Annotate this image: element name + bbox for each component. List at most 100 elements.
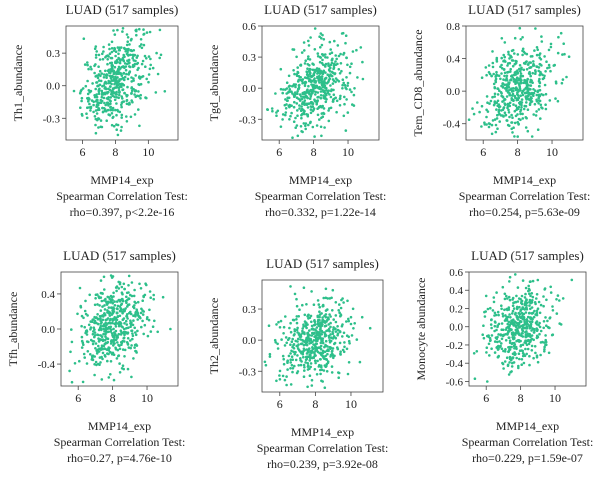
x-axis-label: MMP14_exp — [496, 419, 559, 433]
data-point — [511, 356, 514, 360]
data-point — [304, 355, 308, 359]
data-point — [345, 320, 348, 323]
data-point — [109, 105, 112, 109]
data-point — [323, 126, 326, 129]
data-point — [112, 378, 116, 382]
data-point — [516, 69, 519, 72]
data-point — [535, 65, 538, 68]
data-point — [507, 81, 510, 84]
data-point — [108, 74, 112, 78]
data-point — [339, 306, 343, 310]
data-point — [542, 295, 545, 298]
data-point — [485, 123, 488, 126]
data-point — [140, 325, 143, 329]
data-point — [518, 67, 521, 71]
data-point — [508, 61, 512, 65]
data-point — [126, 40, 129, 43]
data-point — [487, 342, 491, 346]
data-point — [266, 108, 269, 111]
data-point — [330, 350, 334, 353]
data-point — [101, 110, 105, 113]
data-point — [507, 295, 511, 299]
data-point — [347, 361, 351, 364]
data-point — [521, 47, 525, 51]
data-point — [106, 359, 109, 363]
data-point — [319, 72, 323, 75]
data-point — [107, 325, 111, 329]
data-point — [320, 75, 324, 78]
data-point — [303, 320, 307, 323]
data-point — [489, 99, 493, 103]
data-point — [304, 361, 307, 364]
data-point — [288, 104, 292, 107]
data-point — [95, 98, 99, 102]
data-point — [508, 115, 511, 119]
data-point — [511, 87, 515, 90]
data-point — [546, 325, 550, 329]
data-point — [515, 294, 518, 298]
data-point — [89, 353, 92, 356]
data-point — [319, 46, 322, 49]
data-point — [505, 119, 509, 122]
data-point — [330, 371, 334, 374]
data-point — [532, 60, 535, 63]
data-point — [110, 313, 114, 316]
data-point — [141, 59, 145, 63]
data-point — [319, 94, 323, 97]
data-point — [514, 59, 517, 63]
data-point — [513, 36, 517, 40]
data-point — [555, 312, 559, 315]
data-point — [486, 110, 490, 113]
data-point — [360, 315, 364, 319]
data-point — [535, 100, 539, 103]
data-point — [533, 309, 536, 313]
data-point — [351, 307, 355, 311]
data-point — [68, 369, 71, 373]
data-point — [325, 318, 329, 322]
x-tick-label: 8 — [112, 145, 118, 159]
data-point — [528, 320, 532, 324]
data-point — [528, 324, 532, 328]
data-point — [275, 114, 278, 117]
data-point — [524, 126, 528, 129]
data-point — [485, 115, 488, 119]
data-point — [288, 337, 291, 340]
data-point — [343, 83, 347, 87]
data-point — [525, 339, 529, 343]
data-point — [125, 52, 129, 56]
data-point — [335, 99, 339, 103]
data-point — [138, 27, 141, 31]
data-point — [563, 52, 566, 56]
data-point — [292, 48, 296, 51]
data-point — [325, 370, 329, 373]
data-point — [543, 55, 546, 58]
data-point — [511, 312, 514, 315]
data-point — [472, 352, 476, 355]
data-point — [302, 339, 305, 343]
data-point — [549, 69, 552, 73]
data-point — [496, 127, 499, 130]
data-point — [519, 112, 522, 116]
data-point — [330, 365, 334, 368]
data-point — [79, 89, 83, 93]
data-point — [133, 53, 137, 57]
points — [472, 273, 574, 383]
data-point — [517, 123, 520, 126]
data-point — [119, 333, 123, 336]
data-point — [496, 340, 499, 344]
data-point — [529, 61, 532, 64]
data-point — [94, 53, 98, 57]
data-point — [520, 103, 523, 107]
data-point — [506, 104, 510, 108]
data-point — [536, 128, 540, 131]
data-point — [333, 341, 337, 345]
data-point — [510, 127, 513, 131]
data-point — [93, 71, 96, 75]
data-point — [101, 314, 104, 317]
data-point — [289, 343, 292, 347]
y-tick-label: -0.3 — [239, 366, 257, 378]
data-point — [139, 97, 142, 100]
data-point — [323, 386, 327, 390]
data-point — [497, 103, 501, 106]
data-point — [332, 356, 335, 360]
